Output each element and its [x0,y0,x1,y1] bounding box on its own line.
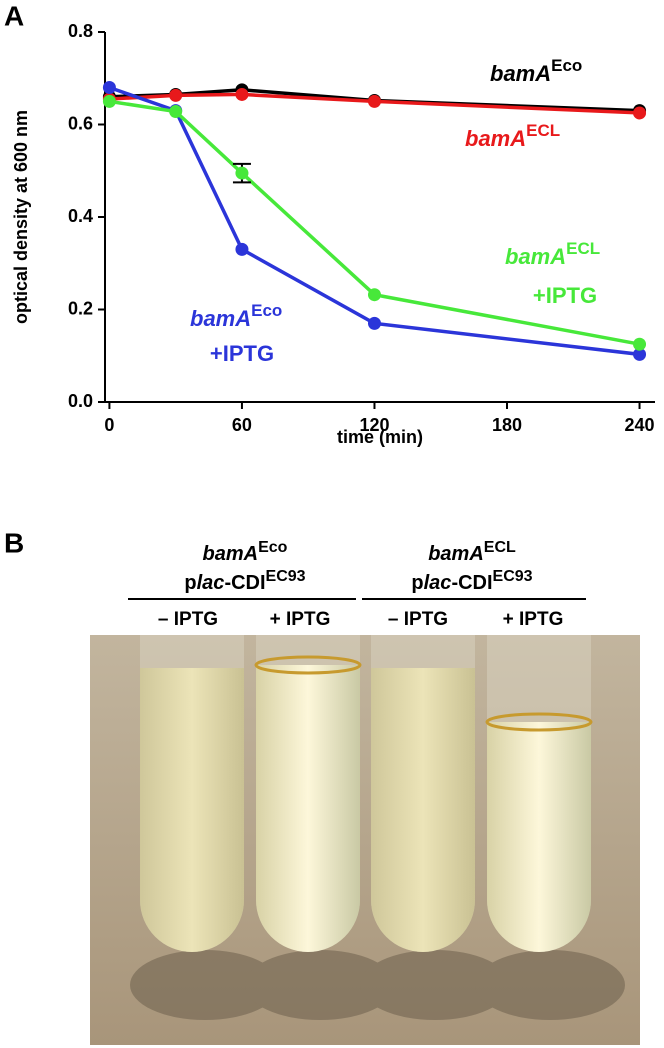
series-name-sup: ECL [526,121,560,140]
y-tick-label: 0.2 [68,298,93,318]
data-point [235,242,249,256]
data-point [235,166,249,180]
data-point [367,316,381,330]
plasmid: -CDI [451,572,492,594]
panel-label: B [4,527,24,558]
y-axis-label: optical density at 600 nm [11,110,31,324]
series-label: +IPTG [210,341,274,366]
strain-sup: ECL [484,539,516,556]
tube-label: – IPTG [388,609,448,630]
group-label: plac-CDIEC93 [411,568,532,594]
group-label: plac-CDIEC93 [184,568,305,594]
plasmid-sup: EC93 [493,568,533,585]
data-point [235,87,249,101]
group-label: bamAEco [203,539,288,565]
series-name-sup: Eco [251,301,282,320]
x-tick-label: 180 [492,415,522,435]
series-label: +IPTG [533,283,597,308]
photo [90,635,640,1045]
series-name: bamA [490,61,551,86]
series-name: bamA [465,126,526,151]
series-name: bamA [505,244,566,269]
series-label: bamAEco [190,301,282,330]
series-label: bamAEco [490,56,582,85]
data-point [169,88,183,102]
tube-label: – IPTG [158,609,218,630]
tube-label: + IPTG [503,609,564,630]
data-point [367,288,381,302]
data-point [633,347,647,361]
x-tick-label: 60 [232,415,252,435]
y-tick-label: 0.0 [68,391,93,411]
series-name: bamA [190,306,251,331]
series-label: bamAECL [505,239,600,268]
x-tick-label: 120 [359,415,389,435]
data-point [633,337,647,351]
data-point [102,81,116,94]
y-tick-label: 0.8 [68,21,93,41]
data-point [367,94,381,108]
x-axis-label: time (min) [337,427,423,447]
series-label: bamAECL [465,121,560,150]
y-tick-label: 0.6 [68,113,93,133]
group-label: bamAECL [428,539,516,565]
data-point [633,106,647,120]
series-name-sup: ECL [566,239,600,258]
plasmid: lac [197,572,225,594]
series-name-sup: Eco [551,56,582,75]
plasmid: p [184,572,196,594]
strain: bamA [428,543,484,565]
panel-label: A [4,0,24,31]
strain: bamA [203,543,259,565]
plasmid: -CDI [224,572,265,594]
y-tick-label: 0.4 [68,206,93,226]
plasmid: p [411,572,423,594]
x-tick-label: 240 [625,415,655,435]
tube-label: + IPTG [270,609,331,630]
x-tick-label: 0 [104,415,114,435]
data-point [169,105,183,119]
plasmid: lac [424,572,452,594]
plasmid-sup: EC93 [266,568,306,585]
data-point [102,94,116,108]
strain-sup: Eco [258,539,288,556]
